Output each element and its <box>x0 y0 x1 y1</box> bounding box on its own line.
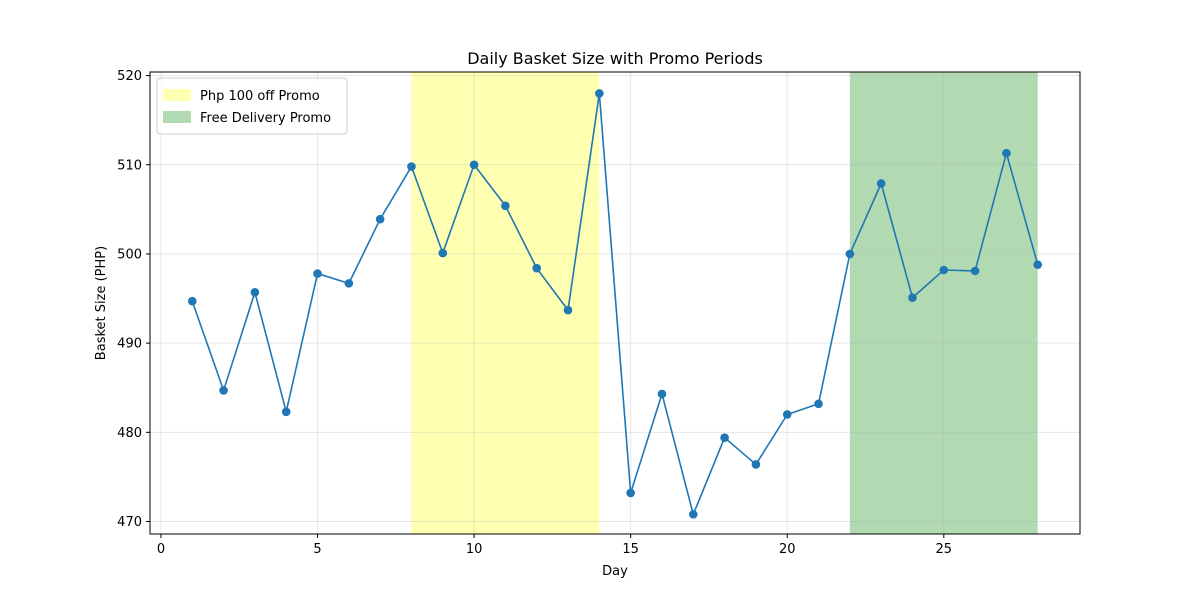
data-point <box>688 510 698 519</box>
data-point <box>626 488 635 498</box>
y-tick-label: 480 <box>117 426 142 441</box>
data-point <box>1002 148 1011 158</box>
shaded-region-1 <box>411 72 600 534</box>
x-tick-label: 15 <box>622 542 639 557</box>
data-series <box>187 89 1043 519</box>
data-point <box>876 179 886 188</box>
data-point <box>187 296 197 306</box>
data-point <box>313 269 322 278</box>
data-point <box>782 410 792 419</box>
y-axis-ticks: 470 480 490 500 510 520 <box>117 69 150 530</box>
legend-box <box>156 77 348 135</box>
data-point <box>563 305 573 315</box>
data-point <box>657 389 667 399</box>
x-tick-label: 20 <box>779 542 796 557</box>
data-point <box>751 460 761 469</box>
data-point <box>720 433 729 442</box>
data-point <box>908 293 917 302</box>
data-point <box>814 399 823 409</box>
data-point <box>407 162 416 171</box>
data-point <box>375 214 385 224</box>
grid-lines <box>150 72 1080 534</box>
y-tick-label: 520 <box>117 69 142 84</box>
x-axis-ticks: 0 5 10 15 20 25 <box>157 534 952 557</box>
legend-swatch <box>163 111 191 123</box>
y-tick-label: 470 <box>117 515 142 530</box>
y-tick-label: 500 <box>117 247 142 262</box>
legend: Php 100 off Promo Free Delivery Promo <box>156 77 348 135</box>
data-point <box>219 386 228 395</box>
x-axis-label: Day <box>602 564 628 579</box>
shaded-regions <box>411 72 1038 534</box>
legend-label: Free Delivery Promo <box>200 111 331 126</box>
x-tick-label: 10 <box>466 542 483 557</box>
y-tick-label: 510 <box>117 158 142 173</box>
data-point <box>939 265 949 275</box>
data-point <box>469 160 479 170</box>
data-point <box>595 89 604 98</box>
y-axis-label: Basket Size (PHP) <box>94 246 109 360</box>
plot-frame <box>149 71 1081 535</box>
data-point <box>1033 260 1043 269</box>
legend-label: Php 100 off Promo <box>200 89 320 104</box>
data-point <box>501 201 510 211</box>
series-line <box>191 92 1039 516</box>
chart-title: Daily Basket Size with Promo Periods <box>467 49 763 68</box>
legend-swatch <box>163 89 191 101</box>
data-point <box>250 287 260 297</box>
data-point <box>438 248 448 258</box>
data-point <box>845 249 855 259</box>
x-tick-label: 0 <box>157 542 165 557</box>
data-point <box>281 407 291 417</box>
data-point <box>344 279 354 288</box>
x-tick-label: 5 <box>313 542 321 557</box>
y-tick-label: 490 <box>117 337 142 352</box>
data-point <box>532 263 542 273</box>
data-point <box>970 266 980 276</box>
x-tick-label: 25 <box>936 542 953 557</box>
